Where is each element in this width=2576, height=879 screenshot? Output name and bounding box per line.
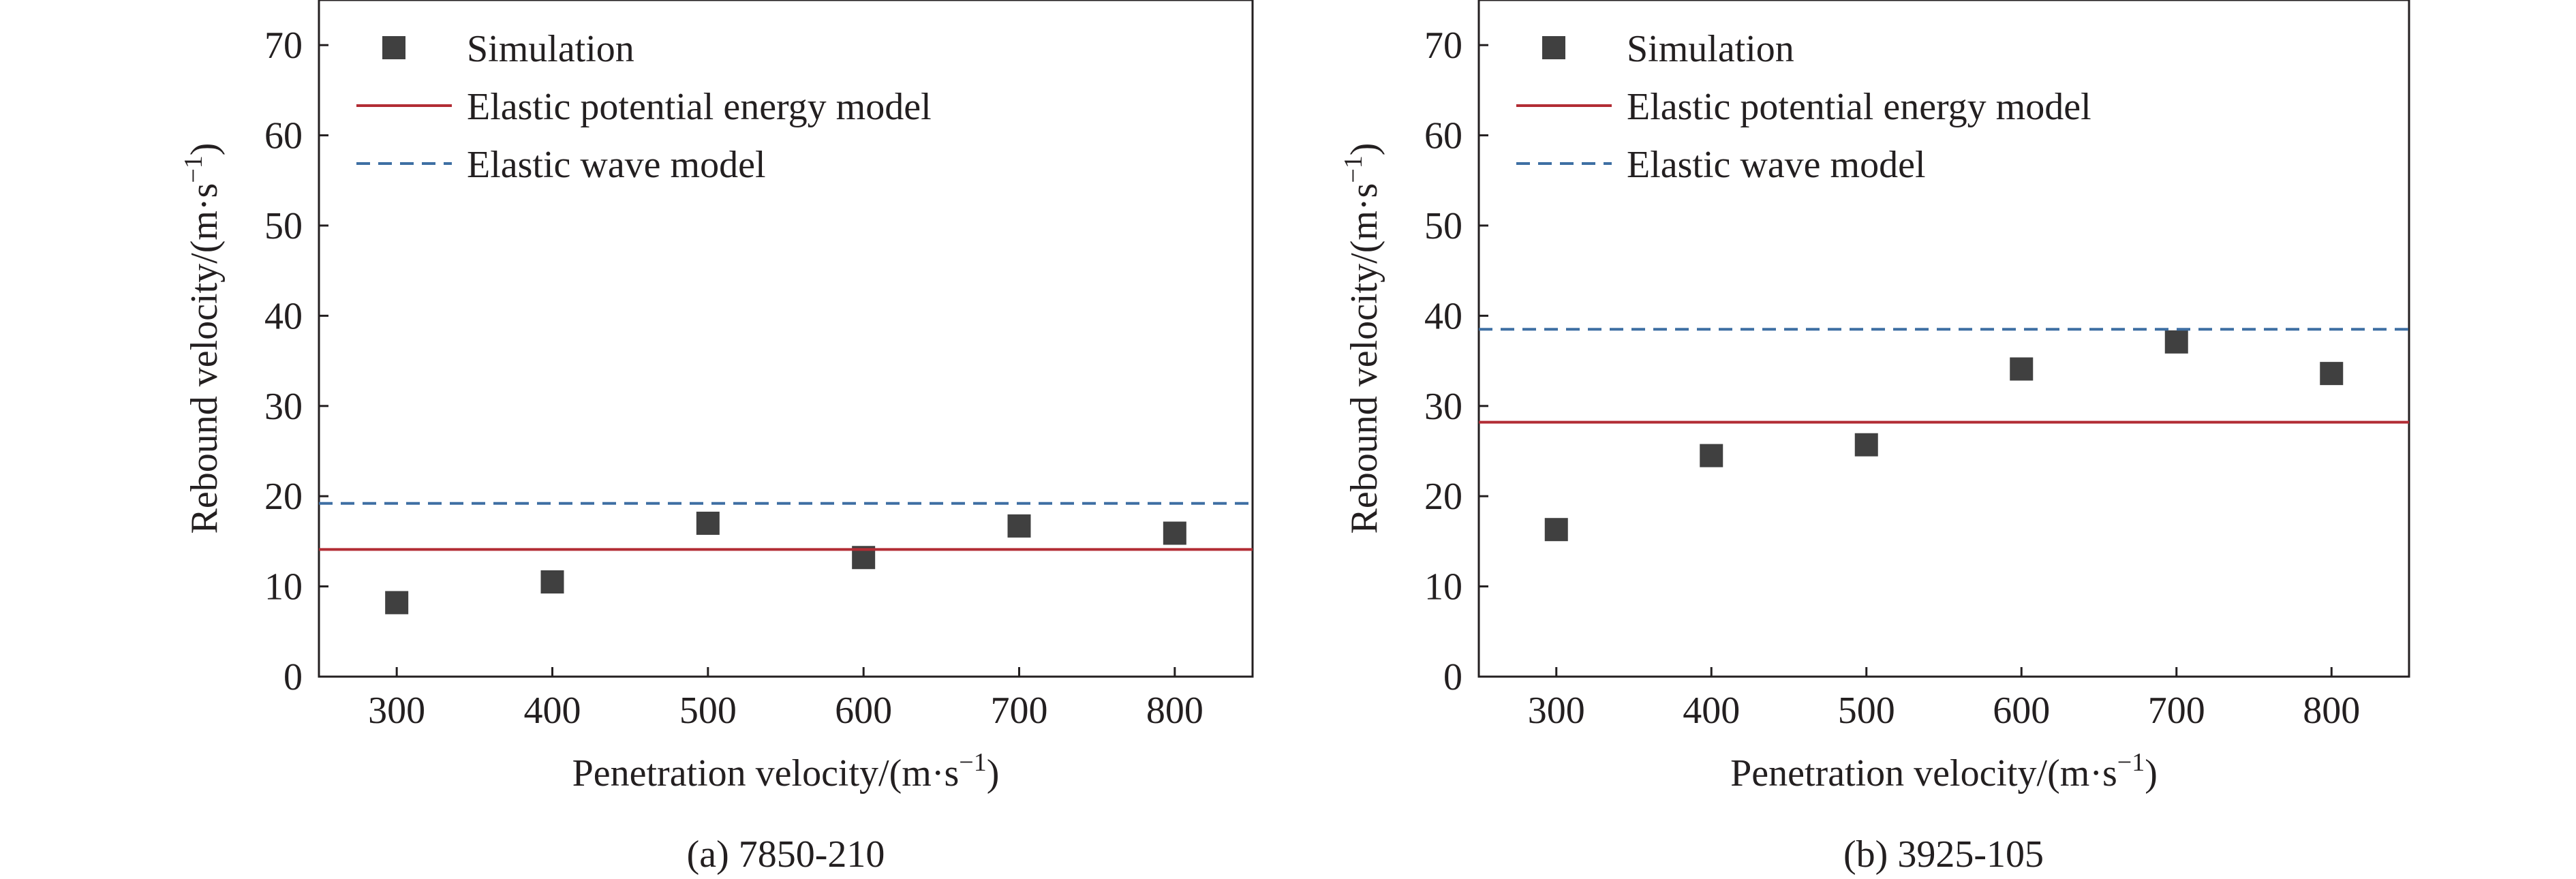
y-tick-label: 30 [1424,386,1462,428]
legend-label: Elastic potential energy model [467,86,932,128]
simulation-point [1544,518,1568,542]
simulation-point [2010,357,2034,381]
y-tick-label: 50 [264,205,303,247]
legend-label: Simulation [1627,28,1794,70]
x-tick-label: 700 [2148,690,2205,732]
simulation-point [1700,444,1723,467]
y-tick-label: 40 [264,295,303,337]
x-axis-label: Penetration velocity/(m·s−1) [572,748,1000,795]
simulation-point [2164,330,2188,354]
y-tick-label: 0 [1443,656,1462,698]
y-axis-label: Rebound velocity/(m·s−1) [179,143,226,534]
legend-marker-simulation [1542,36,1565,59]
x-tick-label: 700 [991,690,1048,732]
x-tick-label: 400 [524,690,581,732]
plot-frame [318,0,1254,678]
x-tick-label: 300 [1528,690,1585,732]
y-tick-label: 20 [1424,476,1462,518]
legend-label: Elastic wave model [467,144,766,186]
simulation-point [1854,433,1878,457]
simulation-point [540,570,564,593]
panel-caption: (b) 3925-105 [1843,833,2044,876]
panel-caption: (a) 7850-210 [687,833,885,876]
x-tick-label: 300 [368,690,425,732]
y-tick-label: 10 [1424,566,1462,608]
chart-panel-a: 300 400 500 600 700 800 0 10 20 30 40 50 60 70 Penetra… [179,0,1254,876]
y-tick-label: 70 [264,25,303,67]
y-tick-label: 10 [264,566,303,608]
x-tick-label: 500 [679,690,737,732]
x-tick-label: 800 [1146,690,1203,732]
y-tick-label: 30 [264,386,303,428]
x-tick-label: 400 [1683,690,1740,732]
x-tick-label: 600 [835,690,892,732]
y-tick-label: 60 [264,115,303,157]
y-tick-label: 70 [1424,25,1462,67]
legend-label: Elastic wave model [1627,144,1926,186]
simulation-point [385,591,409,615]
legend-label: Simulation [467,28,634,70]
y-tick-label: 0 [283,656,303,698]
simulation-point [1007,514,1031,538]
y-axis-label: Rebound velocity/(m·s−1) [1339,143,1385,534]
y-tick-label: 60 [1424,115,1462,157]
x-tick-label: 600 [1993,690,2050,732]
simulation-point [1163,521,1186,545]
x-tick-label: 800 [2303,690,2360,732]
y-tick-label: 20 [264,476,303,518]
plot-frame [1477,0,2410,678]
y-tick-label: 40 [1424,295,1462,337]
chart-panel-b: 300 400 500 600 700 800 0 10 20 30 40 50 60 70 Penetra… [1339,0,2410,876]
legend-label: Elastic potential energy model [1627,86,2091,128]
simulation-point [2320,362,2344,386]
x-axis-label: Penetration velocity/(m·s−1) [1730,748,2158,795]
legend-marker-simulation [382,36,405,59]
simulation-point [696,511,720,535]
y-tick-label: 50 [1424,205,1462,247]
x-tick-label: 500 [1838,690,1895,732]
